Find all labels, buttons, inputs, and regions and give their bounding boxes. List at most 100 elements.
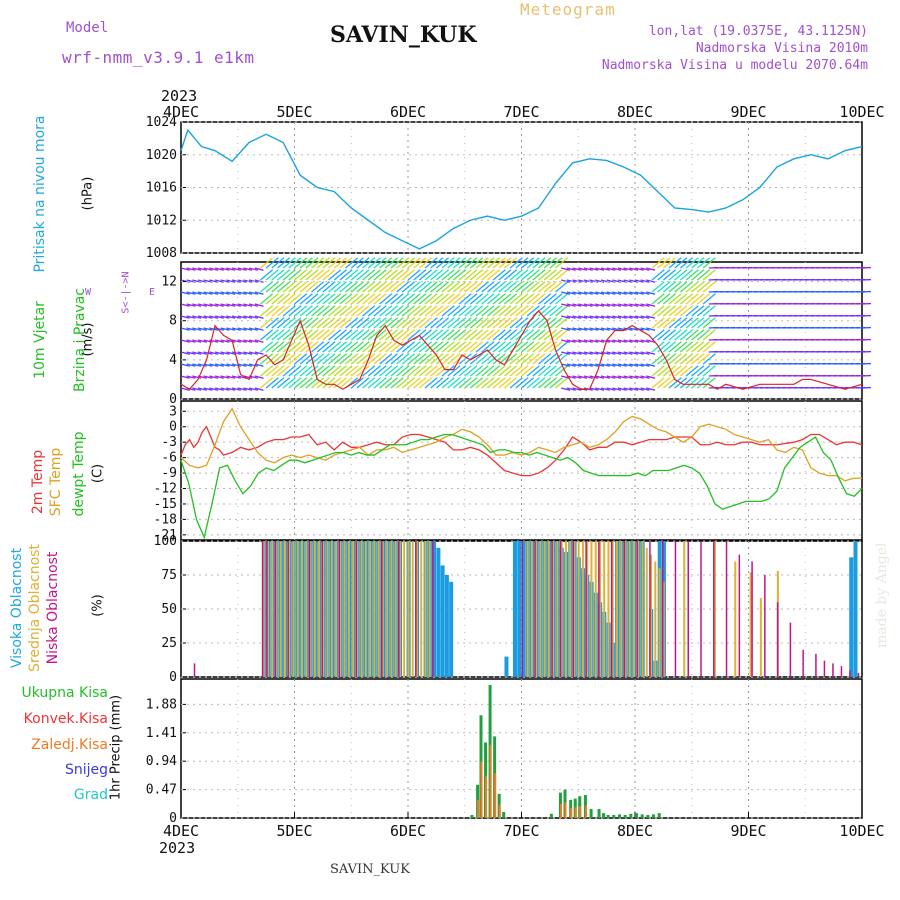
time-tick-label-bottom: 8DEC — [617, 822, 653, 840]
wind-arrow — [555, 305, 569, 317]
wind-arrow — [186, 363, 196, 367]
wind-arrow — [254, 339, 264, 343]
wind-arrow — [248, 339, 258, 343]
wind-arrow — [231, 339, 241, 343]
wind-arrow — [458, 257, 472, 269]
wind-arrow — [305, 281, 319, 293]
wind-arrow — [288, 257, 302, 269]
wind-arrow — [333, 305, 347, 317]
wind-arrow — [674, 353, 688, 365]
wind-arrow — [549, 353, 563, 365]
high-cloud-bar — [432, 541, 437, 677]
wind-arrow — [271, 365, 285, 377]
wind-arrow — [566, 351, 576, 355]
wind-arrow — [243, 327, 253, 331]
wind-arrow — [231, 303, 241, 307]
wind-arrow — [243, 351, 253, 355]
wind-arrow — [180, 375, 190, 379]
wind-arrow — [583, 291, 593, 295]
wind-arrow — [299, 293, 313, 305]
wind-arrow — [543, 317, 557, 329]
wind-arrow — [504, 305, 518, 317]
wind-arrow — [379, 257, 393, 269]
wind-arrow — [555, 329, 569, 341]
wind-arrow — [555, 341, 569, 353]
mid-cloud-bar — [662, 581, 665, 677]
wind-arrow — [452, 257, 467, 269]
wind-arrow — [674, 365, 688, 377]
low-cloud-bar — [287, 541, 289, 677]
wind-arrow — [333, 353, 347, 365]
low-cloud-bar — [849, 670, 851, 677]
wind-arrow — [418, 257, 433, 269]
wind-arrow — [367, 377, 381, 389]
wind-arrow — [418, 269, 433, 281]
wind-arrow — [668, 317, 682, 329]
mid-cloud-bar — [284, 541, 287, 677]
wind-arrow — [674, 281, 688, 293]
wind-arrow — [396, 341, 410, 353]
wind-arrow — [549, 317, 563, 329]
wind-arrow — [623, 351, 633, 355]
wind-arrow — [634, 363, 644, 367]
wind-arrow — [265, 281, 279, 293]
wind-arrow — [192, 315, 202, 319]
wind-arrow — [180, 339, 190, 343]
wind-arrow — [401, 329, 415, 341]
wind-arrow — [254, 351, 264, 355]
wind-arrow — [509, 317, 523, 329]
wind-arrow — [333, 341, 347, 353]
wind-arrow — [333, 293, 347, 305]
wind-arrow — [305, 365, 319, 377]
wind-arrow — [674, 257, 688, 269]
wind-arrow — [214, 351, 224, 355]
wind-arrow — [373, 317, 387, 329]
wind-arrow — [566, 267, 576, 271]
wind-arrow — [328, 305, 342, 317]
wind-arrow — [356, 317, 370, 329]
wind-arrow — [237, 315, 247, 319]
wind-arrow — [237, 303, 247, 307]
wind-arrow — [578, 315, 588, 319]
wind-arrow — [277, 293, 291, 305]
wind-arrow — [277, 365, 291, 377]
wind-arrow — [226, 315, 236, 319]
wind-arrow — [271, 305, 285, 317]
wind-arrow — [424, 341, 438, 353]
wind-arrow — [640, 279, 650, 283]
low-cloud-bar — [713, 541, 715, 677]
wind-arrow — [452, 269, 467, 281]
wind-arrow — [311, 329, 325, 341]
wind-arrow — [231, 375, 241, 379]
wind-arrow — [384, 305, 398, 317]
wind-arrow — [186, 315, 196, 319]
wind-arrow — [606, 267, 616, 271]
wind-arrow — [265, 353, 279, 365]
mid-cloud-bar — [645, 547, 648, 677]
wind-arrow — [226, 351, 236, 355]
wind-arrow — [384, 341, 398, 353]
wind-arrow — [401, 269, 415, 281]
wind-arrow — [192, 351, 202, 355]
wind-ytick-label: 0 — [169, 392, 177, 407]
wind-arrow — [231, 267, 241, 271]
wind-arrow — [288, 281, 302, 293]
wind-arrow — [464, 281, 478, 293]
wind-arrow — [589, 291, 599, 295]
wind-arrow — [549, 293, 563, 305]
wind-arrow — [430, 353, 444, 365]
wind-arrow — [526, 281, 540, 293]
wind-arrow — [186, 351, 196, 355]
low-cloud-bar — [534, 541, 536, 677]
wind-arrow — [702, 365, 716, 377]
wind-arrow — [333, 269, 347, 281]
wind-arrow — [668, 281, 682, 293]
wind-arrow — [662, 281, 677, 293]
wind-arrow — [288, 269, 302, 281]
wind-arrow — [180, 387, 190, 391]
wind-ytick-label: 12 — [161, 275, 177, 290]
wind-arrow — [413, 317, 427, 329]
wind-arrow — [651, 377, 665, 389]
wind-arrow — [679, 353, 694, 365]
wind-arrow — [697, 317, 711, 329]
